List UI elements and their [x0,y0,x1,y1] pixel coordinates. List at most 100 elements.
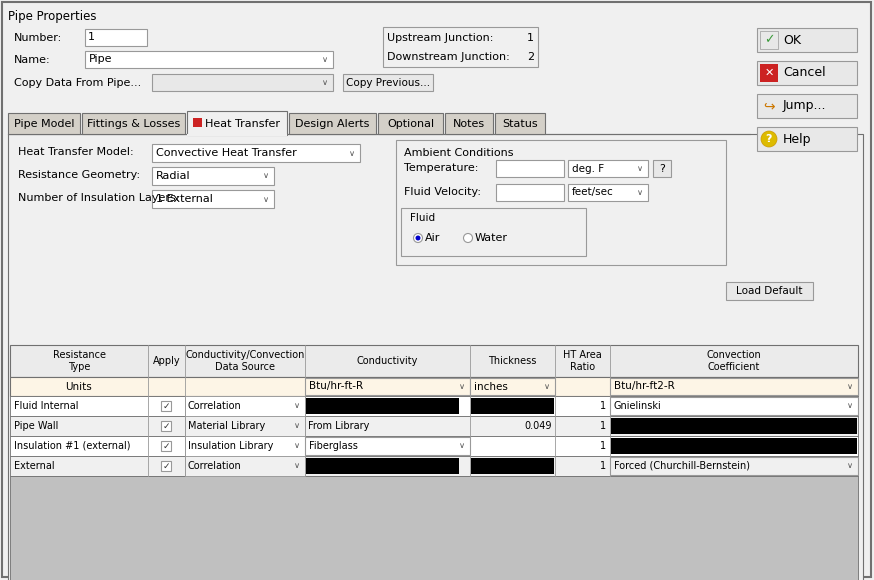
Text: Load Default: Load Default [736,286,802,296]
Text: ∨: ∨ [459,382,465,391]
Text: 1: 1 [600,441,606,451]
Text: ∨: ∨ [544,382,550,391]
Text: Gnielinski: Gnielinski [614,401,662,411]
Text: Fiberglass: Fiberglass [309,441,357,451]
Text: ∨: ∨ [294,441,300,451]
Text: Help: Help [783,132,811,146]
Text: ∨: ∨ [459,441,465,451]
Bar [496,184,564,201]
Text: 1: 1 [88,32,95,42]
Text: HT Area
Ratio: HT Area Ratio [563,350,602,372]
Text: Units: Units [66,382,93,392]
Text: ∨: ∨ [294,462,300,470]
Text: ∨: ∨ [847,382,853,391]
Text: inches: inches [474,382,508,392]
Text: Radial: Radial [156,171,191,181]
Text: ∨: ∨ [847,462,853,470]
Text: Fluid: Fluid [410,213,435,223]
Bar [161,401,171,411]
Bar [10,416,858,436]
Text: Pipe Properties: Pipe Properties [8,10,96,23]
Bar [185,436,305,456]
Bar [471,398,554,414]
Text: Jump...: Jump... [783,100,827,113]
Text: Conductivity: Conductivity [357,356,418,366]
Text: ?: ? [766,134,773,144]
Bar [305,378,470,395]
Bar [611,438,857,454]
Bar [445,113,493,134]
Bar [757,127,857,151]
Text: Fluid Internal: Fluid Internal [14,401,79,411]
Bar [10,476,858,580]
Text: Material Library: Material Library [188,421,265,431]
Bar [185,456,305,476]
Bar [185,416,305,436]
Text: feet/sec: feet/sec [572,187,614,198]
Text: Fittings & Losses: Fittings & Losses [87,119,180,129]
Bar [289,113,376,134]
Text: ✓: ✓ [163,401,170,411]
Text: ∨: ∨ [322,78,328,87]
Text: 1: 1 [600,401,606,411]
Text: ∨: ∨ [322,55,328,64]
Text: Resistance Geometry:: Resistance Geometry: [18,170,140,180]
Bar [610,378,858,395]
Text: ✓: ✓ [163,422,170,430]
Text: ✓: ✓ [163,441,170,451]
Bar [82,113,185,134]
Text: ∨: ∨ [847,401,853,411]
Text: ∨: ∨ [294,422,300,430]
Text: ∨: ∨ [263,194,269,204]
Text: Water: Water [475,233,508,243]
Bar [470,378,555,395]
Bar [161,441,171,451]
Text: Apply: Apply [153,356,180,366]
Text: Thickness: Thickness [489,356,537,366]
Text: Temperature:: Temperature: [404,163,478,173]
Text: Notes: Notes [453,119,485,129]
Bar [185,396,305,416]
Text: Conductivity/Convection
Data Source: Conductivity/Convection Data Source [185,350,305,372]
Text: ∨: ∨ [637,188,643,197]
Text: 1: 1 [600,461,606,471]
Text: ↪: ↪ [763,99,775,113]
Bar [496,160,564,177]
Bar [306,398,459,414]
Bar [306,458,459,474]
Text: Copy Data From Pipe...: Copy Data From Pipe... [14,78,142,88]
Bar [85,51,333,68]
Text: Convection
Coefficient: Convection Coefficient [706,350,761,372]
Bar [8,113,80,134]
Text: Forced (Churchill-Bernstein): Forced (Churchill-Bernstein) [614,461,750,471]
Text: Name:: Name: [14,55,51,65]
Bar [10,436,858,456]
Text: Downstream Junction:: Downstream Junction: [387,52,510,62]
Text: deg. F: deg. F [572,164,604,173]
Bar [85,29,147,46]
Bar [495,113,545,134]
Circle shape [463,234,473,242]
Bar [8,134,863,580]
Text: Optional: Optional [387,119,434,129]
Text: ∨: ∨ [637,164,643,173]
Text: ∨: ∨ [349,148,355,158]
Bar [10,396,858,416]
Text: Pipe Model: Pipe Model [14,119,74,129]
Text: ✕: ✕ [764,68,773,78]
Text: Correlation: Correlation [188,461,242,471]
Bar [193,118,202,127]
Text: Btu/hr-ft-R: Btu/hr-ft-R [309,382,363,392]
Bar [152,74,333,91]
Bar [611,418,857,434]
Text: Pipe: Pipe [89,55,113,64]
Bar [726,282,813,300]
Bar [757,94,857,118]
Bar [610,397,858,415]
Text: ∨: ∨ [263,172,269,180]
Bar [396,140,726,265]
Bar [152,144,360,162]
Bar [343,74,433,91]
Circle shape [413,234,422,242]
Bar [568,184,648,201]
